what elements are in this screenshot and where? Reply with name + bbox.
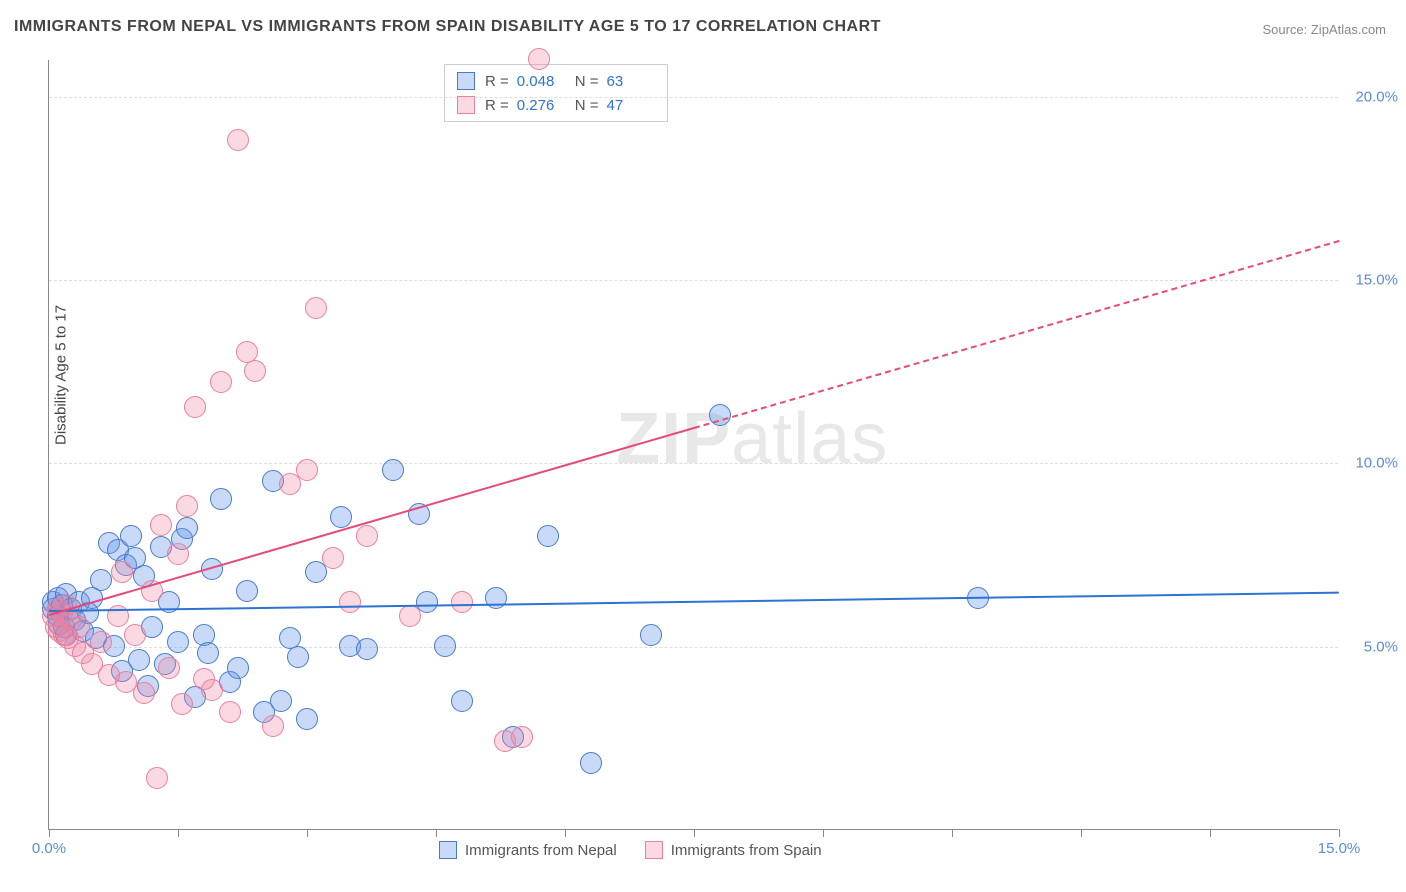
data-point (244, 360, 266, 382)
data-point (146, 767, 168, 789)
data-point (296, 459, 318, 481)
data-point (339, 591, 361, 613)
data-point (434, 635, 456, 657)
legend-label: Immigrants from Spain (671, 842, 822, 859)
scatter-chart: Disability Age 5 to 17 ZIPatlas R = 0.04… (48, 60, 1338, 830)
data-point (330, 506, 352, 528)
data-point (219, 701, 241, 723)
x-tick (694, 829, 695, 837)
data-point (167, 631, 189, 653)
x-tick (823, 829, 824, 837)
x-tick (49, 829, 50, 837)
data-point (382, 459, 404, 481)
gridline (49, 647, 1338, 648)
data-point (356, 525, 378, 547)
data-point (399, 605, 421, 627)
data-point (511, 726, 533, 748)
data-point (451, 690, 473, 712)
data-point (210, 488, 232, 510)
data-point (120, 525, 142, 547)
trend-line (49, 427, 695, 616)
data-point (184, 396, 206, 418)
data-point (90, 569, 112, 591)
plot-surface: 5.0%10.0%15.0%20.0%0.0%15.0% (49, 60, 1338, 829)
data-point (305, 561, 327, 583)
legend-item-nepal: Immigrants from Nepal (439, 841, 617, 859)
x-tick-label: 0.0% (32, 840, 66, 857)
trend-line (694, 240, 1340, 429)
series-legend: Immigrants from Nepal Immigrants from Sp… (439, 841, 822, 859)
data-point (227, 129, 249, 151)
gridline (49, 97, 1338, 98)
data-point (580, 752, 602, 774)
data-point (322, 547, 344, 569)
y-tick-label: 10.0% (1355, 455, 1398, 472)
x-tick (178, 829, 179, 837)
data-point (227, 657, 249, 679)
gridline (49, 463, 1338, 464)
x-tick (307, 829, 308, 837)
data-point (528, 48, 550, 70)
data-point (68, 616, 90, 638)
data-point (305, 297, 327, 319)
data-point (416, 591, 438, 613)
x-tick (1210, 829, 1211, 837)
x-tick (1339, 829, 1340, 837)
x-tick-label: 15.0% (1318, 840, 1361, 857)
data-point (210, 371, 232, 393)
data-point (640, 624, 662, 646)
data-point (356, 638, 378, 660)
x-tick (1081, 829, 1082, 837)
legend-item-spain: Immigrants from Spain (645, 841, 822, 859)
data-point (287, 646, 309, 668)
legend-swatch-pink-icon (645, 841, 663, 859)
x-tick (952, 829, 953, 837)
source-attribution: Source: ZipAtlas.com (1262, 22, 1386, 37)
data-point (451, 591, 473, 613)
data-point (150, 514, 172, 536)
data-point (201, 679, 223, 701)
data-point (236, 580, 258, 602)
data-point (176, 495, 198, 517)
data-point (111, 561, 133, 583)
x-tick (565, 829, 566, 837)
data-point (296, 708, 318, 730)
y-tick-label: 5.0% (1364, 638, 1398, 655)
data-point (171, 693, 193, 715)
data-point (124, 624, 146, 646)
y-tick-label: 20.0% (1355, 88, 1398, 105)
legend-swatch-blue-icon (439, 841, 457, 859)
data-point (133, 682, 155, 704)
data-point (262, 715, 284, 737)
data-point (279, 473, 301, 495)
legend-label: Immigrants from Nepal (465, 842, 617, 859)
data-point (158, 657, 180, 679)
data-point (90, 631, 112, 653)
x-tick (436, 829, 437, 837)
chart-title: IMMIGRANTS FROM NEPAL VS IMMIGRANTS FROM… (14, 18, 881, 36)
data-point (128, 649, 150, 671)
gridline (49, 280, 1338, 281)
y-tick-label: 15.0% (1355, 272, 1398, 289)
data-point (270, 690, 292, 712)
data-point (197, 642, 219, 664)
data-point (167, 543, 189, 565)
data-point (176, 517, 198, 539)
data-point (537, 525, 559, 547)
